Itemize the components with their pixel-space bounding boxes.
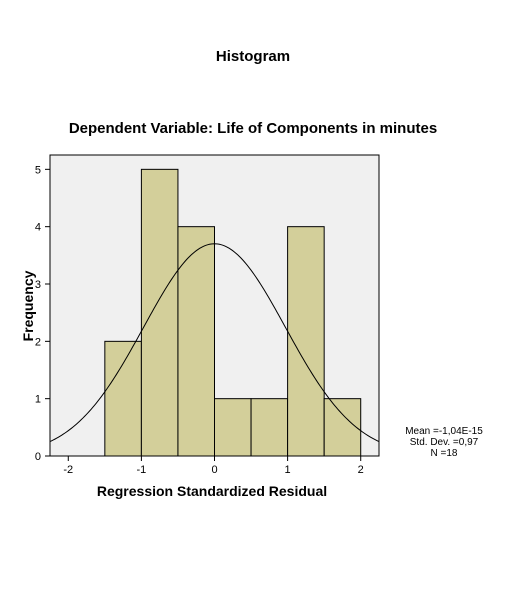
x-axis-label: Regression Standardized Residual xyxy=(97,483,327,499)
x-tick-label: -1 xyxy=(136,464,146,476)
histogram-bar xyxy=(323,398,362,457)
histogram-bar xyxy=(250,398,289,457)
histogram-bar xyxy=(140,168,179,457)
y-tick-label: 5 xyxy=(35,164,41,176)
curve-layer xyxy=(49,243,380,443)
histogram-bar xyxy=(214,398,252,457)
x-tick-label: 1 xyxy=(285,464,291,476)
histogram-bar xyxy=(177,226,215,457)
axes-layer: 0 1 2 3 4 5 -2 -1 0 1 2 xyxy=(35,164,364,476)
y-tick-label: 2 xyxy=(35,336,41,348)
stats-n: N =18 xyxy=(430,448,458,459)
stats-box: Mean =-1,04E-15 Std. Dev. =0,97 N =18 xyxy=(386,426,502,459)
y-tick-label: 1 xyxy=(35,394,41,406)
x-tick-label: 0 xyxy=(211,464,217,476)
y-tick-label: 0 xyxy=(35,451,41,463)
stats-std-dev: Std. Dev. =0,97 xyxy=(409,437,479,448)
histogram-bar xyxy=(104,340,142,457)
y-tick-label: 3 xyxy=(35,279,41,291)
stats-mean: Mean =-1,04E-15 xyxy=(405,426,483,437)
y-axis-label: Frequency xyxy=(20,270,36,341)
normal-curve xyxy=(49,243,380,443)
y-tick-label: 4 xyxy=(35,222,41,234)
bars-layer xyxy=(104,168,362,457)
x-tick-label: 2 xyxy=(358,464,364,476)
chart-subtitle: Dependent Variable: Life of Components i… xyxy=(68,120,438,137)
x-tick-label: -2 xyxy=(63,464,73,476)
chart-title: Histogram xyxy=(215,48,291,65)
